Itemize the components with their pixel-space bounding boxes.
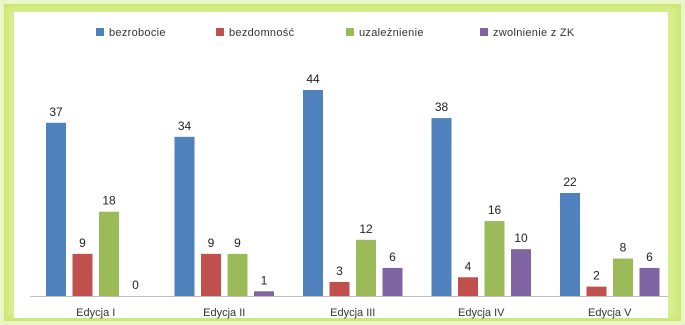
bar-bezdomnosc-4 <box>458 277 478 296</box>
bar-uzaleznienie-4 <box>484 221 505 296</box>
data-label-bezdomnosc-3: 3 <box>336 264 343 278</box>
bar-bezdomnosc-3 <box>329 281 350 296</box>
bar-bezrobocie-5 <box>560 193 580 296</box>
legend-swatch <box>216 28 224 36</box>
chart-panel <box>14 12 668 318</box>
chart-category-labels: Edycja I Edycja II Edycja III Edycja IV Edyc… <box>76 307 632 319</box>
data-label-zwolnienie-z-zk-5: 6 <box>646 250 653 264</box>
data-label-bezrobocie-3: 44 <box>306 72 320 86</box>
bar-zwolnienie-z-zk-4 <box>511 249 531 296</box>
category-label-2: Edycja II <box>203 307 245 319</box>
data-label-bezdomnosc-1: 9 <box>79 236 86 250</box>
legend-item-bezrobocie: bezrobocie <box>96 27 166 39</box>
bar-zwolnienie-z-zk-5 <box>639 267 660 296</box>
legend-swatch <box>96 28 104 36</box>
data-label-uzaleznienie-4: 16 <box>488 203 502 217</box>
data-label-bezrobocie-1: 37 <box>49 105 63 119</box>
legend-label: bezrobocie <box>109 27 166 39</box>
data-label-bezrobocie-4: 38 <box>435 100 449 114</box>
data-label-uzaleznienie-3: 12 <box>359 222 373 236</box>
data-label-bezrobocie-5: 22 <box>563 175 577 189</box>
bar-uzaleznienie-2 <box>227 253 248 296</box>
data-label-bezdomnosc-2: 9 <box>208 236 215 250</box>
bar-uzaleznienie-3 <box>356 239 376 296</box>
legend-label: uzależnienie <box>359 27 424 39</box>
bar-bezrobocie-4 <box>431 118 452 296</box>
legend-label: zwolnienie z ZK <box>493 27 575 39</box>
data-label-uzaleznienie-2: 9 <box>234 236 241 250</box>
bar-bezdomnosc-2 <box>201 253 221 296</box>
data-label-zwolnienie-z-zk-4: 10 <box>514 231 528 245</box>
data-label-zwolnienie-z-zk-3: 6 <box>389 250 396 264</box>
data-label-zwolnienie-z-zk-1: 0 <box>132 278 139 292</box>
category-label-3: Edycja III <box>330 307 375 319</box>
category-label-5: Edycja V <box>588 307 632 319</box>
chart-bars <box>46 90 660 296</box>
bar-uzaleznienie-5 <box>613 258 633 296</box>
bar-zwolnienie-z-zk-3 <box>382 267 403 296</box>
data-label-bezdomnosc-5: 2 <box>593 269 600 283</box>
category-label-4: Edycja IV <box>458 307 505 319</box>
data-label-bezrobocie-2: 34 <box>178 119 192 133</box>
data-label-zwolnienie-z-zk-2: 1 <box>261 273 268 287</box>
legend-item-uzaleznienie: uzależnienie <box>346 27 424 39</box>
bar-bezrobocie-2 <box>174 136 195 296</box>
bar-bezrobocie-3 <box>303 90 323 296</box>
bar-uzaleznienie-1 <box>99 211 119 296</box>
data-label-uzaleznienie-1: 18 <box>102 194 116 208</box>
data-label-uzaleznienie-5: 8 <box>620 241 627 255</box>
chart-legend: bezrobocie bezdomność uzależnienie zwolnien… <box>96 27 575 39</box>
bar-zwolnienie-z-zk-2 <box>254 291 274 296</box>
legend-item-zwolnienie-z-zk: zwolnienie z ZK <box>480 27 575 39</box>
legend-item-bezdomnosc: bezdomność <box>216 27 295 39</box>
legend-label: bezdomność <box>229 27 295 39</box>
bar-bezdomnosc-5 <box>586 286 607 296</box>
bar-bezdomnosc-1 <box>72 253 93 296</box>
legend-swatch <box>346 28 354 36</box>
category-label-1: Edycja I <box>76 307 115 319</box>
legend-swatch <box>480 28 488 36</box>
bar-bezrobocie-1 <box>46 122 66 296</box>
data-label-bezdomnosc-4: 4 <box>465 259 472 273</box>
